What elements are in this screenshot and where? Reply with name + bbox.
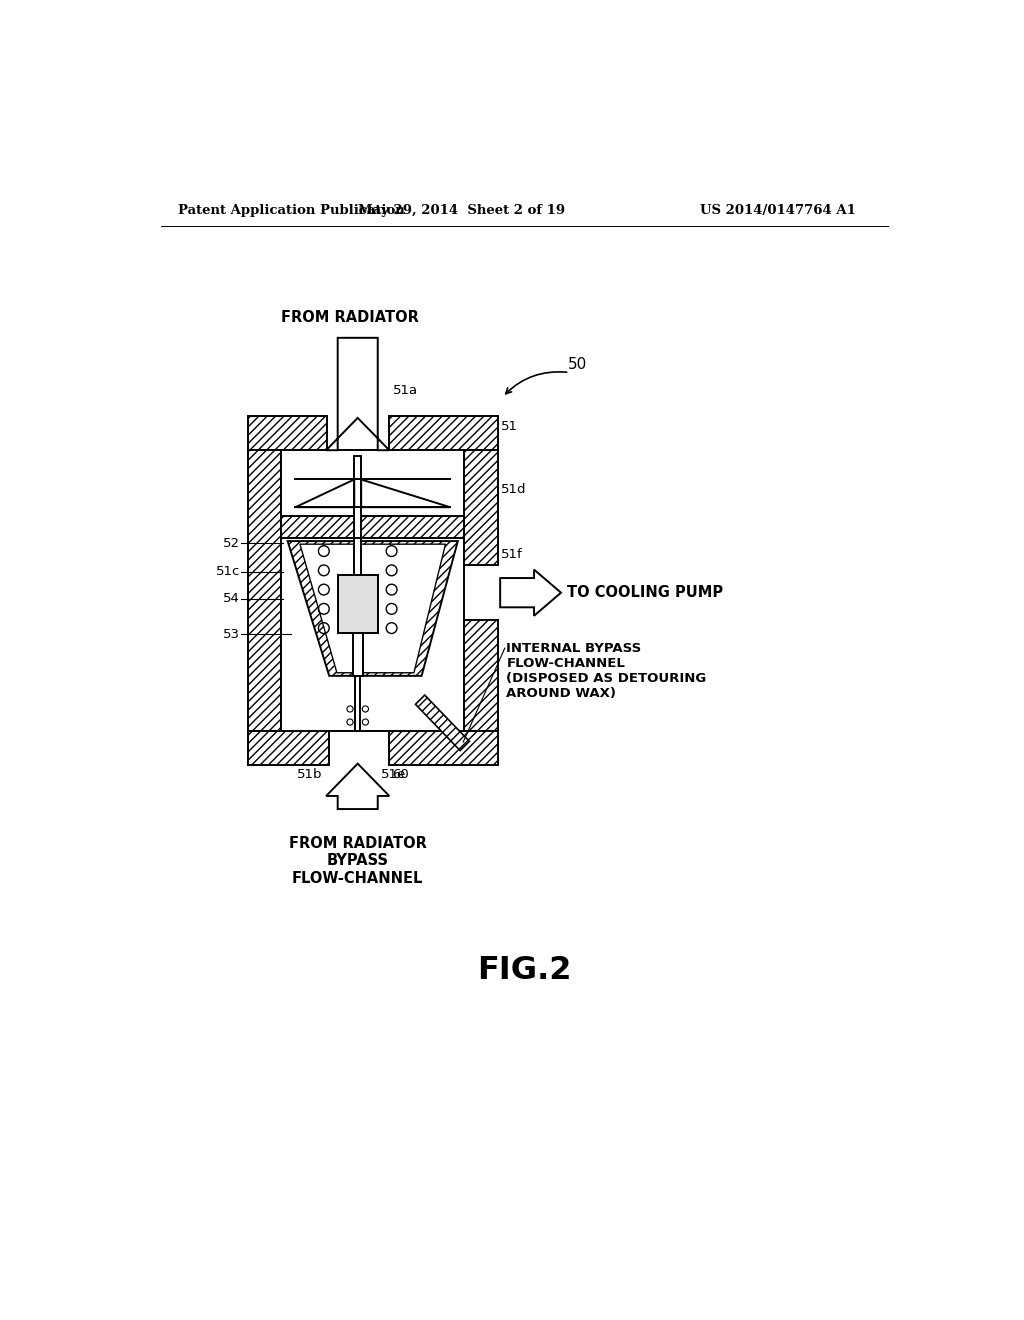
Text: 51c: 51c bbox=[215, 565, 240, 578]
Polygon shape bbox=[248, 416, 327, 450]
Polygon shape bbox=[355, 676, 360, 731]
Polygon shape bbox=[326, 763, 389, 809]
Text: 51b: 51b bbox=[297, 768, 323, 781]
Text: FIG.2: FIG.2 bbox=[477, 956, 572, 986]
Polygon shape bbox=[464, 620, 498, 731]
Text: 51e: 51e bbox=[381, 768, 407, 781]
Polygon shape bbox=[282, 539, 464, 731]
Text: Patent Application Publication: Patent Application Publication bbox=[178, 205, 406, 218]
Text: 60: 60 bbox=[392, 768, 410, 781]
Polygon shape bbox=[354, 539, 361, 576]
Text: 51: 51 bbox=[501, 420, 518, 433]
Text: 52: 52 bbox=[223, 537, 240, 550]
Polygon shape bbox=[282, 516, 464, 539]
Polygon shape bbox=[288, 541, 458, 676]
Text: 54: 54 bbox=[223, 593, 240, 606]
Polygon shape bbox=[248, 450, 282, 731]
Text: 53: 53 bbox=[223, 628, 240, 640]
Text: 50: 50 bbox=[567, 358, 587, 372]
Polygon shape bbox=[300, 544, 445, 673]
Polygon shape bbox=[388, 731, 498, 766]
Polygon shape bbox=[464, 450, 498, 565]
Polygon shape bbox=[354, 457, 361, 539]
Text: FROM RADIATOR
BYPASS
FLOW-CHANNEL: FROM RADIATOR BYPASS FLOW-CHANNEL bbox=[289, 836, 427, 886]
Polygon shape bbox=[352, 632, 362, 676]
Polygon shape bbox=[338, 576, 378, 632]
Text: FROM RADIATOR: FROM RADIATOR bbox=[281, 310, 419, 325]
Text: 51d: 51d bbox=[501, 483, 526, 496]
Text: 51a: 51a bbox=[393, 384, 418, 397]
Text: TO COOLING PUMP: TO COOLING PUMP bbox=[567, 585, 723, 601]
Polygon shape bbox=[326, 338, 389, 450]
Polygon shape bbox=[248, 731, 330, 766]
Text: May 29, 2014  Sheet 2 of 19: May 29, 2014 Sheet 2 of 19 bbox=[358, 205, 565, 218]
Text: INTERNAL BYPASS
FLOW-CHANNEL
(DISPOSED AS DETOURING
AROUND WAX): INTERNAL BYPASS FLOW-CHANNEL (DISPOSED A… bbox=[506, 642, 707, 700]
Polygon shape bbox=[416, 696, 469, 751]
Polygon shape bbox=[388, 416, 498, 450]
Text: 51f: 51f bbox=[501, 548, 522, 561]
Text: US 2014/0147764 A1: US 2014/0147764 A1 bbox=[700, 205, 856, 218]
Polygon shape bbox=[500, 570, 561, 615]
Polygon shape bbox=[282, 450, 464, 516]
